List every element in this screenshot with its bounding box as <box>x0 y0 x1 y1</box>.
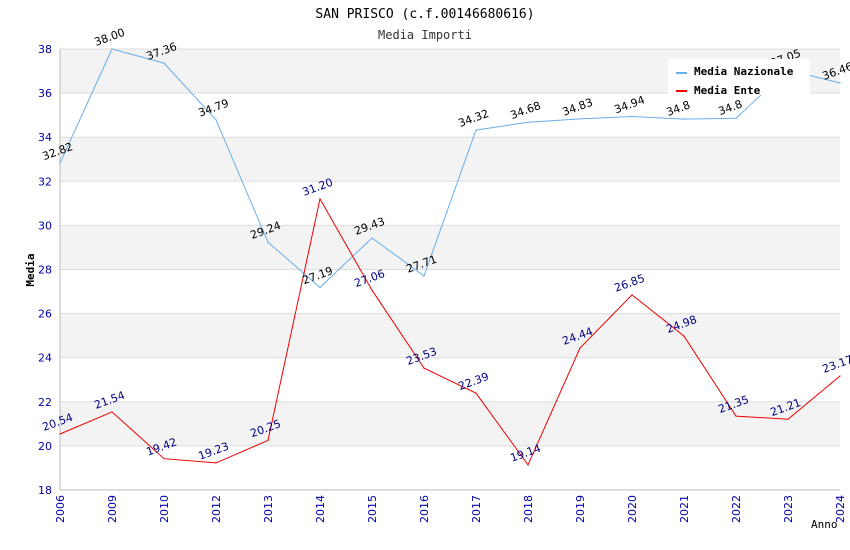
y-tick-label: 18 <box>38 484 52 497</box>
data-point <box>423 367 425 369</box>
grid-band <box>60 401 840 446</box>
grid-band <box>60 225 840 270</box>
y-axis-label: Media <box>24 253 37 286</box>
legend-box <box>668 59 810 95</box>
data-point <box>267 241 269 243</box>
data-point <box>423 275 425 277</box>
y-tick-label: 22 <box>38 396 52 409</box>
data-point <box>371 237 373 239</box>
legend: Media Nazionale Media Ente <box>668 59 810 97</box>
series-line-media-ente <box>59 197 841 466</box>
data-point <box>839 375 841 377</box>
series-lines <box>59 48 841 466</box>
x-axis-label: Anno <box>811 518 838 531</box>
data-point <box>683 118 685 120</box>
x-tick-label: 2017 <box>470 495 483 523</box>
data-point <box>579 118 581 120</box>
series-line-media-nazionale <box>59 48 841 289</box>
x-tick-label: 2020 <box>626 495 639 523</box>
y-tick-label: 24 <box>38 352 52 365</box>
x-tick-label: 2010 <box>158 495 171 523</box>
data-point <box>735 117 737 119</box>
data-point <box>215 119 217 121</box>
data-point <box>267 439 269 441</box>
grid-band <box>60 313 840 358</box>
x-tick-label: 2021 <box>678 495 691 523</box>
x-tick-label: 2015 <box>366 495 379 523</box>
y-tick-label: 34 <box>38 131 52 144</box>
y-tick-labels: 18 20 22 24 26 28 30 32 34 36 38 <box>38 43 52 497</box>
x-tick-label: 2023 <box>782 495 795 523</box>
y-tick-label: 30 <box>38 219 52 232</box>
data-point <box>475 392 477 394</box>
grid-band <box>60 357 840 402</box>
y-tick-label: 28 <box>38 264 52 277</box>
data-point <box>111 411 113 413</box>
x-tick-label: 2012 <box>210 495 223 523</box>
y-tick-label: 36 <box>38 87 52 100</box>
data-point <box>163 458 165 460</box>
chart-title: SAN PRISCO (c.f.00146680616) <box>315 7 534 22</box>
y-tick-label: 38 <box>38 43 52 56</box>
x-tick-labels: 2006 2009 2010 2012 2013 2014 2015 2016 2017 2018… <box>54 495 847 523</box>
data-label: 38.00 <box>93 26 127 49</box>
data-point <box>111 48 113 50</box>
y-tick-label: 20 <box>38 440 52 453</box>
x-tick-label: 2006 <box>54 495 67 523</box>
data-point <box>319 286 321 288</box>
data-point <box>319 198 321 200</box>
x-tick-label: 2014 <box>314 495 327 523</box>
grid-band <box>60 137 840 182</box>
x-tick-label: 2016 <box>418 495 431 523</box>
y-tick-label: 26 <box>38 308 52 321</box>
chart-subtitle: Media Importi <box>378 28 472 42</box>
data-point <box>527 464 529 466</box>
data-point <box>683 335 685 337</box>
x-tick-label: 2024 <box>834 495 847 523</box>
data-point <box>631 115 633 118</box>
x-tick-label: 2022 <box>730 495 743 523</box>
data-point <box>735 415 737 417</box>
data-point <box>59 162 61 164</box>
grid-bands <box>60 49 840 490</box>
x-tick-label: 2019 <box>574 495 587 523</box>
data-point <box>579 347 581 349</box>
grid-band <box>60 93 840 138</box>
data-point <box>527 121 529 123</box>
data-point <box>59 433 61 435</box>
legend-label-media-nazionale: Media Nazionale <box>694 65 794 78</box>
data-point <box>215 462 217 464</box>
data-point <box>787 418 789 420</box>
legend-label-media-ente: Media Ente <box>694 84 761 97</box>
data-point <box>631 294 633 296</box>
data-point <box>475 129 477 131</box>
data-point <box>163 62 165 64</box>
grid-band <box>60 269 840 314</box>
data-point <box>839 82 841 84</box>
data-point <box>371 289 373 291</box>
grid-band <box>60 445 840 490</box>
y-tick-label: 32 <box>38 175 52 188</box>
x-tick-label: 2018 <box>522 495 535 523</box>
x-tick-label: 2013 <box>262 495 275 523</box>
x-tick-label: 2009 <box>106 495 119 523</box>
